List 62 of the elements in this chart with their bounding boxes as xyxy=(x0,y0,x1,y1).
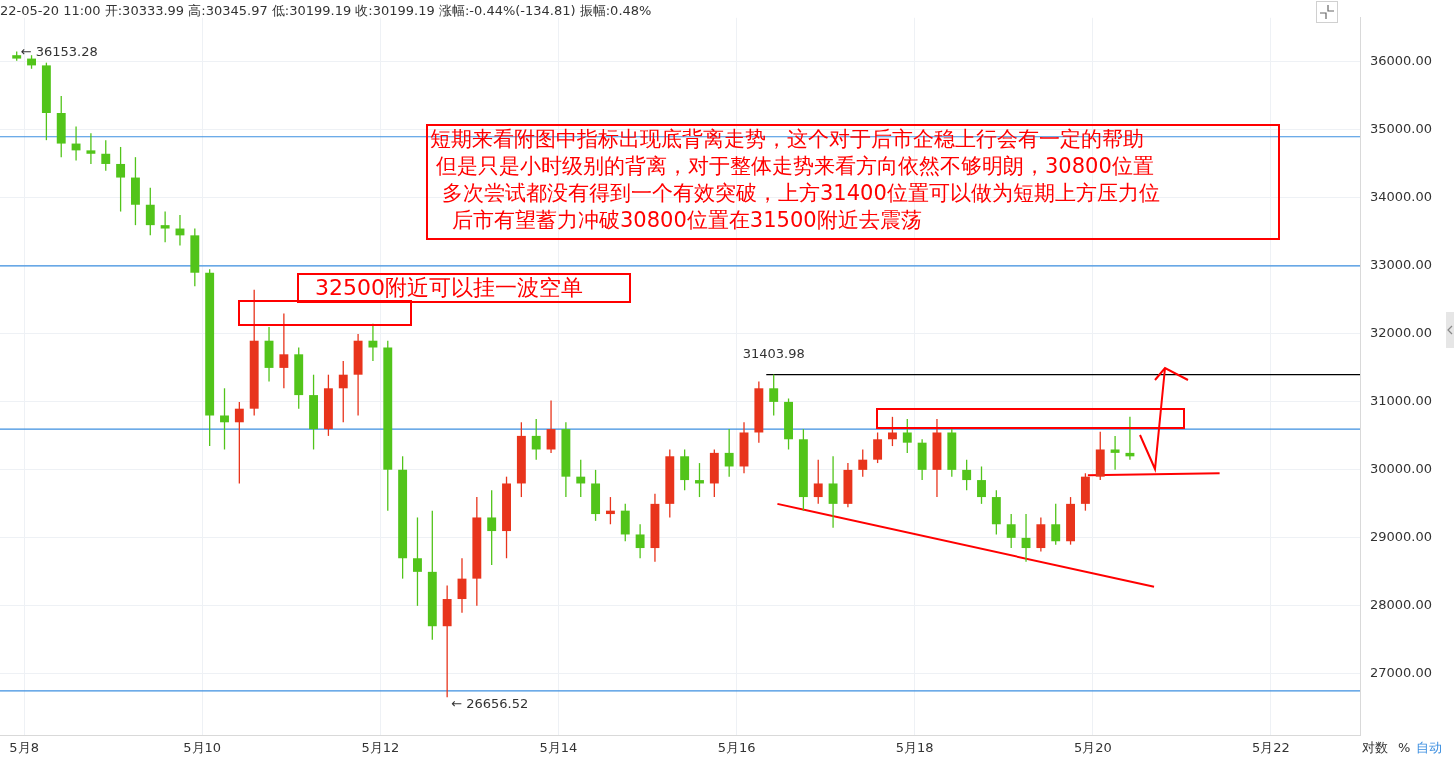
annotation: 但是只是小时级别的背离，对于整体走势来看方向依然不够明朗，30800位置 xyxy=(436,154,1154,180)
annotation: 后市有望蓄力冲破30800位置在31500附近去震荡 xyxy=(452,208,922,234)
candlestick xyxy=(769,373,779,417)
y-tick-label: 33000.00 xyxy=(1370,257,1433,273)
candlestick xyxy=(234,401,244,485)
x-tick-label: 5月8 xyxy=(9,740,39,756)
x-tick-label: 5月18 xyxy=(895,740,934,756)
x-tick-label: 5月10 xyxy=(183,740,222,756)
x-tick-label: 5月20 xyxy=(1073,740,1112,756)
candlestick xyxy=(160,210,170,243)
text: 对数 xyxy=(1362,740,1388,756)
candlestick xyxy=(828,455,838,529)
y-tick-label: 35000.00 xyxy=(1370,121,1433,137)
annotation: 31403.98 xyxy=(742,346,805,363)
candlestick xyxy=(338,360,348,423)
y-tick-label: 34000.00 xyxy=(1370,189,1433,205)
y-tick-label: 27000.00 xyxy=(1370,665,1433,681)
candlestick xyxy=(977,465,986,505)
y-tick-label: 36000.00 xyxy=(1370,53,1433,69)
candlestick xyxy=(1036,516,1046,553)
candlestick xyxy=(531,418,541,461)
y-tick-label: 29000.00 xyxy=(1370,529,1433,545)
candlestick xyxy=(858,448,868,478)
candlestick xyxy=(413,516,422,607)
candlestick xyxy=(368,323,378,362)
candlestick xyxy=(487,489,497,566)
candlestick xyxy=(680,448,690,491)
x-tick-label: 5月22 xyxy=(1252,740,1290,756)
candlestick xyxy=(813,459,823,505)
candlestick xyxy=(145,187,155,236)
candlestick xyxy=(962,459,972,491)
candlestick xyxy=(695,462,704,498)
y-tick-label: 28000.00 xyxy=(1370,597,1433,613)
y-tick-label: 31000.00 xyxy=(1370,393,1433,409)
text: % xyxy=(1398,740,1411,756)
text: 自动 xyxy=(1416,740,1442,756)
candlestick xyxy=(279,312,289,389)
candlestick xyxy=(1051,503,1061,546)
candlestick xyxy=(887,416,897,447)
y-tick-label: 30000.00 xyxy=(1370,461,1433,477)
annotation: 多次尝试都没有得到一个有效突破，上方31400位置可以做为短期上方压力位 xyxy=(442,181,1160,207)
candlestick xyxy=(86,132,96,165)
candlestick xyxy=(605,496,615,525)
candlestick xyxy=(1006,513,1016,549)
annotation: 32500附近可以挂一波空单 xyxy=(297,273,631,303)
annotation: ← 36153.28 xyxy=(20,43,98,60)
candlestick xyxy=(902,418,912,454)
candlestick xyxy=(620,503,630,542)
candlestick xyxy=(220,387,229,451)
candlestick xyxy=(1110,435,1120,471)
annotation: ← 26656.52 xyxy=(451,696,529,712)
candlestick xyxy=(873,431,883,464)
y-tick-label: 32000.00 xyxy=(1370,325,1433,341)
candlestick xyxy=(635,523,645,559)
candlestick xyxy=(724,428,734,478)
x-tick-label: 5月14 xyxy=(539,740,578,756)
x-tick-label: 5月12 xyxy=(361,740,400,756)
candlestick xyxy=(546,399,556,454)
x-tick-label: 5月16 xyxy=(717,740,756,756)
candlestick xyxy=(101,139,111,172)
annotation: 22-05-20 11:00 开:30333.99 高:30345.97 低:30199.19 收:30199.19 涨幅:-0.44%(-134.81) 振幅:0.48% xyxy=(0,3,652,19)
candlestick xyxy=(116,146,126,213)
